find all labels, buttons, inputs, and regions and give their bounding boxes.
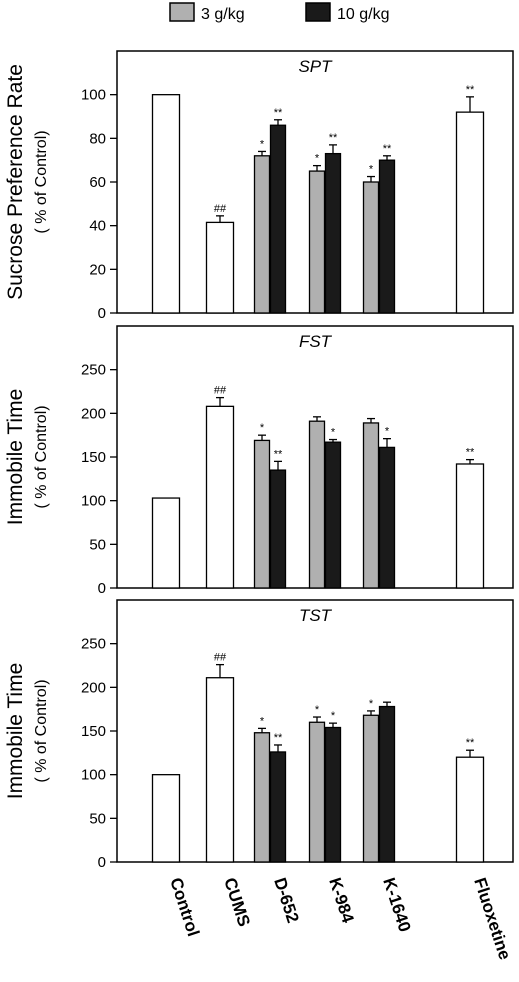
bar-d-652-10g <box>269 469 287 589</box>
y-tick-label: 100 <box>81 87 106 104</box>
category-labels: Control CUMS D-652 K-984 K-1640 Fluoxetine <box>166 875 514 962</box>
y-tick-label: 0 <box>98 854 106 871</box>
significance-marker: * <box>315 153 320 165</box>
bar-k-1640-10g <box>378 446 396 589</box>
y-tick-label: 40 <box>89 218 106 235</box>
bar-control <box>151 774 181 863</box>
significance-marker: ** <box>274 107 283 119</box>
y-tick-label: 250 <box>81 636 106 653</box>
legend-swatch-high-dose <box>305 2 331 22</box>
bar-d-652-3g <box>253 732 271 863</box>
bar-k-1640-3g <box>362 422 380 589</box>
y-axis-sublabel: ( % of Control) <box>33 679 50 782</box>
y-tick-label: 150 <box>81 449 106 466</box>
y-tick-label: 50 <box>89 536 106 553</box>
bar-d-652-3g <box>253 439 271 589</box>
bar-d-652-10g <box>269 124 287 314</box>
significance-marker: ## <box>214 203 227 215</box>
panel-title: FST <box>299 332 333 351</box>
bar-k-984-10g <box>324 152 342 314</box>
legend-swatch-low-dose <box>169 2 195 22</box>
bar-fluoxetine <box>455 756 485 863</box>
y-tick-label: 200 <box>81 679 106 696</box>
bar-k-984-3g <box>308 721 326 863</box>
bar-d-652-3g <box>253 155 271 314</box>
y-tick-label: 0 <box>98 305 106 322</box>
panels: SPT 0 20 40 60 80 100 Sucrose Preference Rate ( … <box>4 50 514 871</box>
y-tick-label: 250 <box>81 362 106 379</box>
significance-marker: * <box>369 698 374 710</box>
y-tick-label: 100 <box>81 493 106 510</box>
bar-k-984-10g <box>324 726 342 863</box>
significance-marker: ## <box>214 652 227 664</box>
category-label-control: Control <box>166 875 203 938</box>
significance-marker: * <box>260 138 265 150</box>
bar-control <box>151 94 181 314</box>
significance-marker: ** <box>274 448 283 460</box>
legend-label-high-dose: 10 g/kg <box>337 6 389 23</box>
y-tick-label: 150 <box>81 723 106 740</box>
legend-label-low-dose: 3 g/kg <box>201 6 245 23</box>
y-tick-label: 80 <box>89 130 106 147</box>
panel-spt: SPT 0 20 40 60 80 100 Sucrose Preference Rate ( … <box>4 50 514 322</box>
significance-marker: * <box>331 710 336 722</box>
significance-marker: * <box>260 422 265 434</box>
significance-marker: * <box>260 715 265 727</box>
panel-title: TST <box>299 606 333 625</box>
y-tick-label: 0 <box>98 580 106 597</box>
y-axis-sublabel: ( % of Control) <box>33 405 50 508</box>
bar-control <box>151 497 181 589</box>
significance-marker: ** <box>466 447 475 459</box>
bar-fluoxetine <box>455 111 485 314</box>
significance-marker: * <box>315 704 320 716</box>
bar-k-984-10g <box>324 441 342 589</box>
y-tick-label: 200 <box>81 405 106 422</box>
significance-marker: ## <box>214 385 227 397</box>
y-tick-label: 100 <box>81 767 106 784</box>
panel-tst: TST 0 50 100 150 200 250 Immobile Time ( % of Co… <box>4 599 514 871</box>
bar-d-652-10g <box>269 751 287 863</box>
bar-k-1640-3g <box>362 181 380 314</box>
significance-marker: ** <box>466 737 475 749</box>
y-tick-label: 60 <box>89 174 106 191</box>
significance-marker: * <box>385 426 390 438</box>
significance-marker: ** <box>466 84 475 96</box>
panel-title: SPT <box>298 57 333 76</box>
y-tick-label: 20 <box>89 261 106 278</box>
bar-cums <box>205 405 235 589</box>
y-axis-label: Sucrose Preference Rate <box>4 64 27 300</box>
bar-cums <box>205 221 235 314</box>
category-label-k-1640: K-1640 <box>379 875 414 934</box>
significance-marker: ** <box>329 132 338 144</box>
category-label-d-652: D-652 <box>270 875 302 925</box>
significance-marker: * <box>331 427 336 439</box>
bar-k-1640-3g <box>362 714 380 863</box>
y-axis-label: Immobile Time <box>4 389 27 526</box>
y-axis-sublabel: ( % of Control) <box>33 130 50 233</box>
category-label-fluoxetine: Fluoxetine <box>470 875 514 962</box>
bar-cums <box>205 677 235 863</box>
legend: 3 g/kg 10 g/kg <box>169 2 389 23</box>
bar-k-984-3g <box>308 170 326 314</box>
category-label-cums: CUMS <box>220 875 254 928</box>
significance-marker: * <box>369 164 374 176</box>
y-axis-label: Immobile Time <box>4 663 27 800</box>
category-label-k-984: K-984 <box>325 875 358 925</box>
panel-fst: FST 0 50 100 150 200 250 Immobile Time ( % of Co… <box>4 325 514 597</box>
y-tick-label: 50 <box>89 810 106 827</box>
bar-k-984-3g <box>308 420 326 589</box>
bar-k-1640-10g <box>378 159 396 314</box>
significance-marker: ** <box>383 143 392 155</box>
bar-k-1640-10g <box>378 705 396 863</box>
significance-marker: ** <box>274 732 283 744</box>
bar-fluoxetine <box>455 463 485 589</box>
